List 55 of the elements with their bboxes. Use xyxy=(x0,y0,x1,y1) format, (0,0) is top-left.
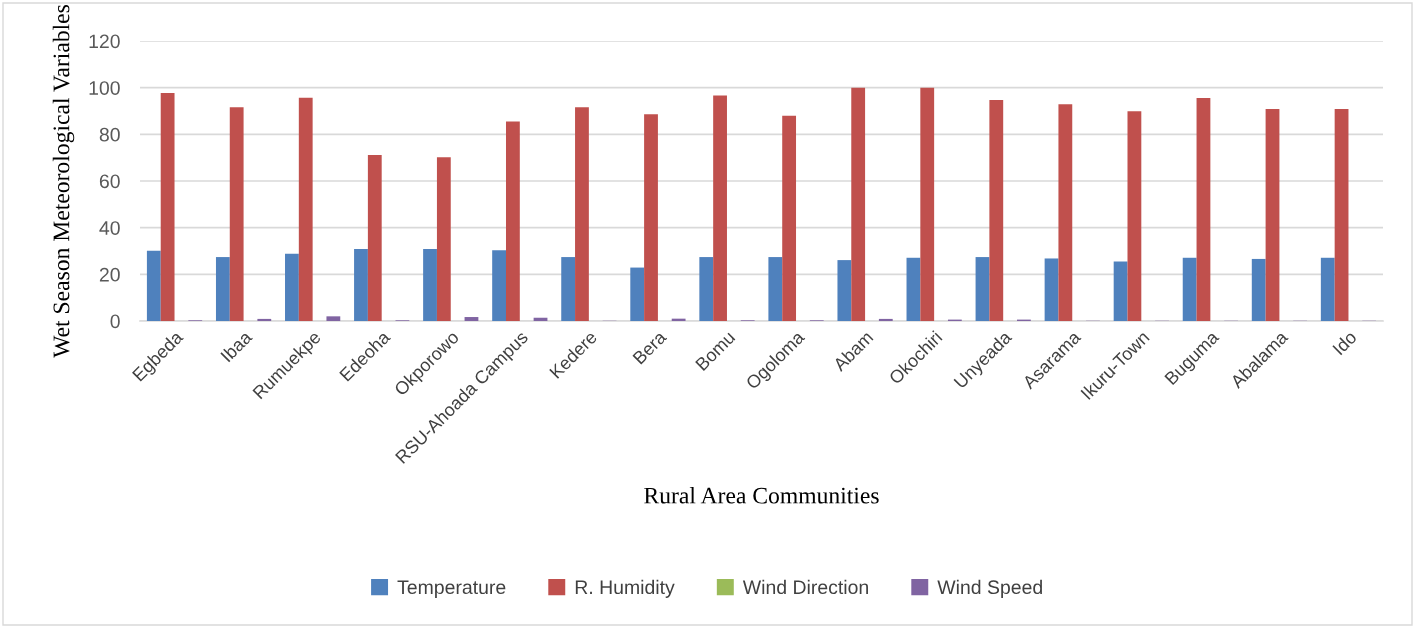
y-axis-title: Wet Season Meteorological Variables xyxy=(52,5,75,358)
bar xyxy=(354,248,368,321)
bar xyxy=(1044,258,1059,321)
bar xyxy=(906,257,921,321)
y-tick-label: 40 xyxy=(99,221,120,235)
bar xyxy=(989,100,1004,321)
y-tick-label: 0 xyxy=(110,314,120,329)
x-tick-label: Ibaa xyxy=(219,329,253,363)
bar xyxy=(630,267,645,321)
bar xyxy=(782,115,797,321)
legend-label: Temperature xyxy=(397,580,506,598)
bar xyxy=(975,257,990,321)
x-tick-label: Ido xyxy=(1331,329,1358,356)
x-axis-title: Rural Area Communities xyxy=(644,486,879,504)
y-tick-label: 60 xyxy=(99,174,120,189)
bar xyxy=(1251,258,1266,321)
bar xyxy=(713,95,727,321)
bar xyxy=(505,121,520,321)
y-tick-label: 100 xyxy=(89,81,120,95)
legend-label: Wind Direction xyxy=(742,579,868,595)
bar xyxy=(878,318,893,321)
bar xyxy=(285,253,299,321)
bar xyxy=(257,318,272,321)
bar xyxy=(1182,257,1197,321)
bar xyxy=(1127,111,1142,321)
bar xyxy=(561,257,576,321)
bar xyxy=(146,250,161,321)
bar xyxy=(920,87,935,321)
bar xyxy=(1265,108,1280,321)
y-tick-label: 20 xyxy=(99,267,120,282)
bar xyxy=(298,97,313,321)
bar xyxy=(644,114,658,321)
bar xyxy=(768,257,783,321)
bar xyxy=(1334,108,1349,321)
bar xyxy=(229,107,244,321)
y-tick-label: 120 xyxy=(89,34,120,49)
bar xyxy=(423,248,437,321)
bar xyxy=(436,157,451,321)
bar xyxy=(1320,257,1335,321)
y-tick-label: 80 xyxy=(99,127,120,142)
bar xyxy=(837,260,852,321)
legend-label: R. Humidity xyxy=(575,579,675,598)
legend-label: Wind Speed xyxy=(937,579,1042,598)
bar xyxy=(215,257,230,321)
bar xyxy=(1058,104,1073,321)
bar xyxy=(1196,97,1211,321)
bar xyxy=(160,93,175,321)
bar xyxy=(464,317,479,321)
bar xyxy=(1113,261,1128,321)
bar xyxy=(851,87,866,321)
bar xyxy=(367,155,382,321)
bar xyxy=(326,316,341,321)
bar xyxy=(575,107,589,321)
bar xyxy=(492,250,506,321)
bar xyxy=(699,257,714,321)
